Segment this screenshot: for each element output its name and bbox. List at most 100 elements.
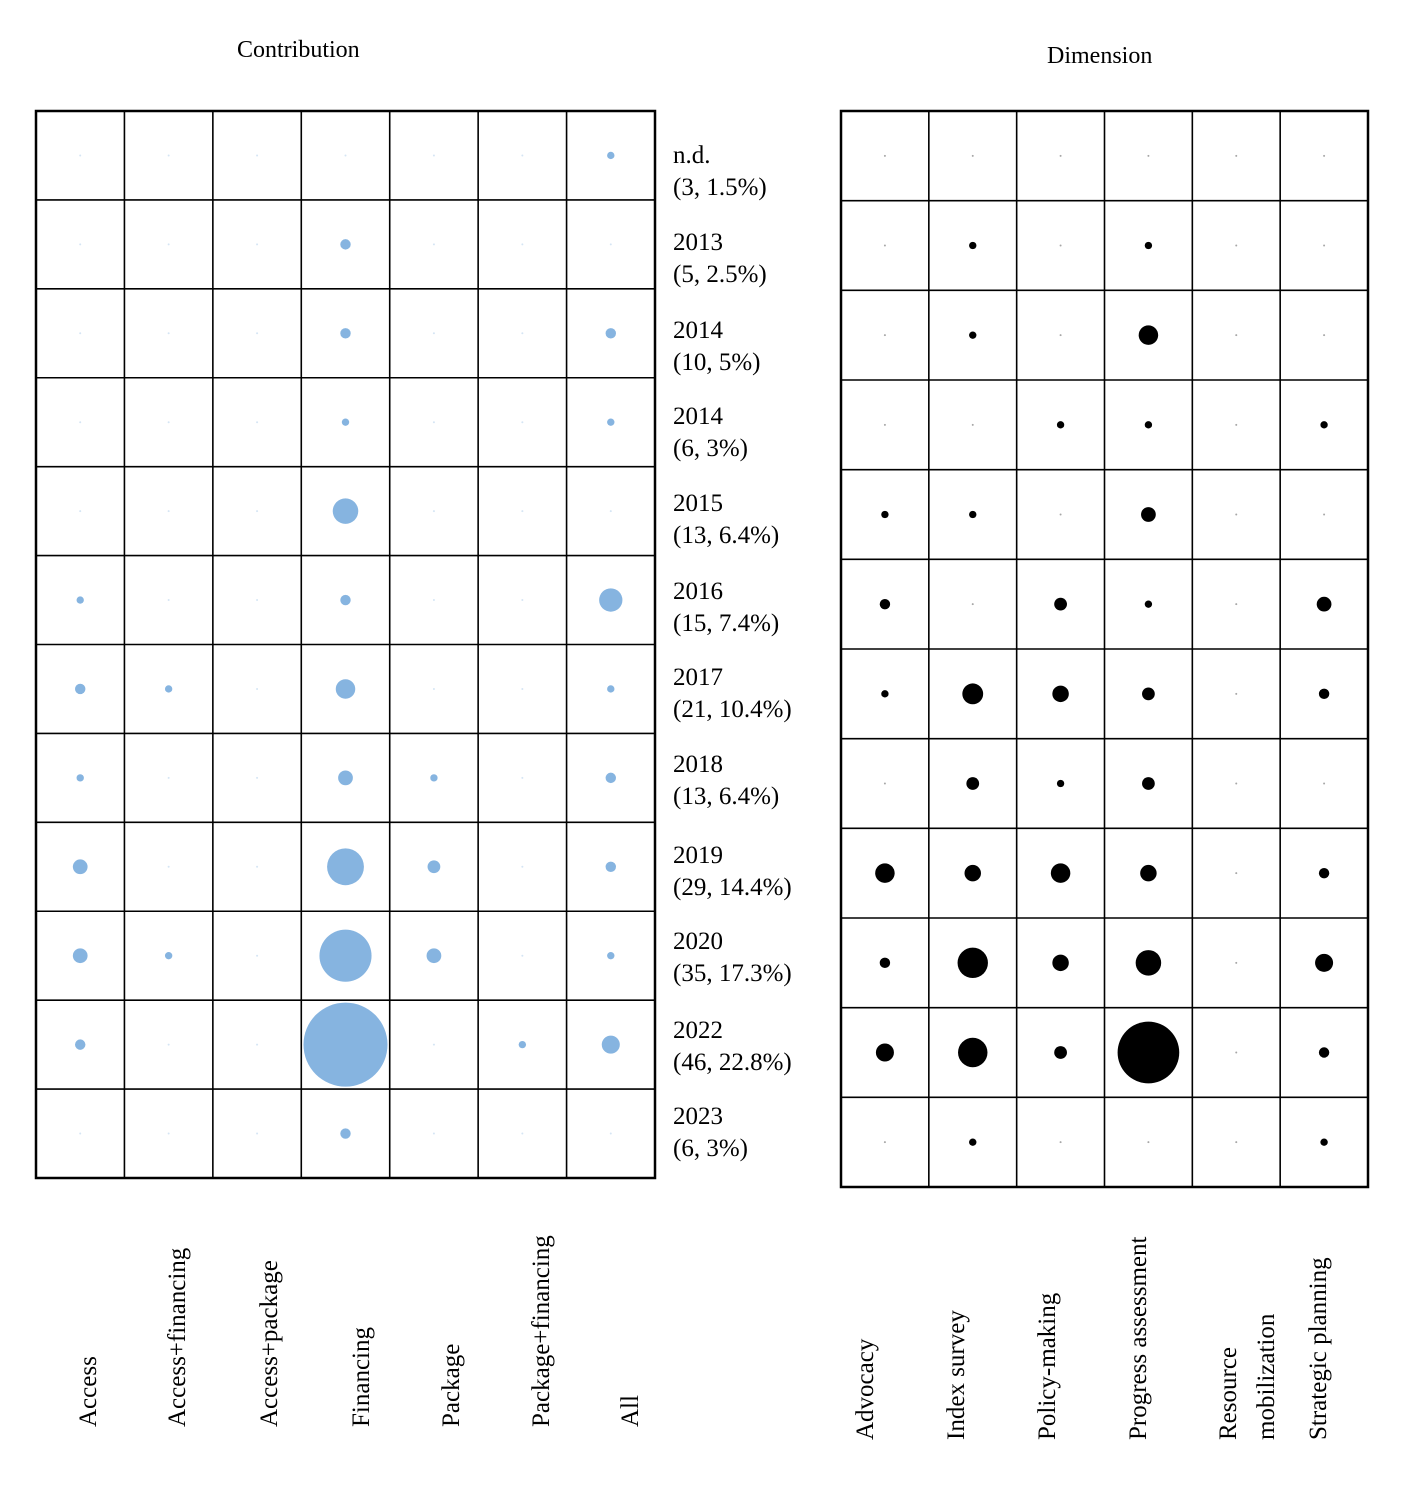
dimension-bubble [1138,325,1159,345]
contribution-bubble [432,510,435,513]
contribution-bubble [167,599,170,602]
contribution-bubble [427,860,441,874]
contribution-bubble [521,776,524,779]
row-year: 2022 [673,1017,723,1044]
column-label-progress-assessment: Progress assessment [1125,1236,1152,1440]
row-year: 2018 [673,751,723,778]
dimension-bubble [1056,779,1065,788]
dimension-bubble [1235,1051,1238,1054]
contribution-bubble [79,154,82,157]
row-label: 2023 (6, 3%) [673,1101,748,1165]
row-year: 2017 [673,664,723,691]
dimension-bubble [1318,867,1330,879]
contribution-bubble [256,1043,259,1046]
contribution-bubble [609,1132,612,1135]
dimension-bubble [883,154,886,157]
dimension-bubble [1059,154,1062,157]
column-label-access-financing: Access+financing [164,1247,191,1427]
row-label: 2014 (10, 5%) [673,315,760,379]
contribution-bubble [167,1043,170,1046]
contribution-bubble [256,421,259,424]
contribution-bubble [79,421,82,424]
row-label: 2022 (46, 22.8%) [673,1015,792,1079]
dimension-bubble [1323,244,1326,247]
dimension-bubble [1235,692,1238,695]
dimension-bubble [1144,421,1153,429]
dimension-bubble [971,603,974,606]
contribution-bubble [75,1039,86,1050]
dimension-bubble [962,683,984,705]
row-year: 2023 [673,1103,723,1130]
dimension-bubble [1141,507,1156,522]
contribution-bubble [605,772,616,784]
contribution-bubble [335,679,356,699]
contribution-bubble [521,154,524,157]
contribution-grid [34,109,657,1180]
dimension-bubble [1135,950,1162,976]
contribution-bubble [605,328,616,339]
row-year: n.d. [673,142,711,169]
contribution-bubble [327,848,364,886]
contribution-bubble [72,859,88,875]
contribution-bubble [521,510,524,513]
row-year: 2014 [673,403,723,430]
dimension-bubble [1147,1141,1150,1144]
row-stats: (5, 2.5%) [673,261,767,288]
contribution-bubble [432,154,435,157]
dimension-bubble [1147,154,1150,157]
contribution-bubble [341,418,350,426]
contribution-bubble [72,948,88,964]
contribution-bubble [521,421,524,424]
column-label-index-survey: Index survey [943,1310,970,1440]
contribution-bubble [432,421,435,424]
contribution-bubble [607,418,615,426]
row-label: 2020 (35, 17.3%) [673,926,792,990]
contribution-bubble [167,510,170,513]
contribution-bubble [432,1043,435,1046]
row-stats: (13, 6.4%) [673,522,780,549]
contribution-bubble [332,498,359,524]
contribution-bubble [167,243,170,246]
dimension-bubble [1320,1138,1328,1146]
dimension-bubble [1316,596,1332,612]
contribution-bubble [521,687,524,690]
contribution-bubble [605,861,616,873]
contribution-bubble [76,774,84,782]
contribution-bubble [75,683,86,695]
contribution-bubble [521,599,524,602]
contribution-bubble [256,599,259,602]
contribution-bubble [340,239,351,250]
contribution-bubble [256,776,259,779]
contribution-bubble [256,510,259,513]
row-year: 2020 [673,928,723,955]
contribution-bubble [521,954,524,957]
dimension-bubble [969,510,977,519]
dimension-bubble [1235,244,1238,247]
dimension-bubble [1318,688,1330,700]
dimension-bubble [969,331,977,339]
dimension-bubble [1235,872,1238,875]
column-label-package-financing: Package+financing [528,1235,555,1427]
dimension-bubble [1235,1141,1238,1144]
row-year: 2013 [673,229,723,256]
contribution-bubble [167,154,170,157]
dimension-bubble [1050,863,1071,883]
row-label: 2013 (5, 2.5%) [673,227,767,291]
column-label-advocacy: Advocacy [852,1338,879,1440]
dimension-bubble [1323,334,1326,337]
row-year: 2014 [673,317,723,344]
contribution-bubble [256,332,259,335]
contribution-bubble [79,332,82,335]
contribution-bubble [256,1132,259,1135]
dimension-bubble [958,1037,988,1068]
dimension-bubble [1235,603,1238,606]
contribution-bubble [256,954,259,957]
dimension-bubble [1235,782,1238,785]
dimension-bubble [1235,334,1238,337]
dimension-bubble [883,782,886,785]
dimension-bubble [969,1138,977,1146]
dimension-bubble [1052,954,1069,972]
row-stats: (3, 1.5%) [673,174,767,201]
contribution-bubble [521,332,524,335]
dimension-bubble [1323,782,1326,785]
